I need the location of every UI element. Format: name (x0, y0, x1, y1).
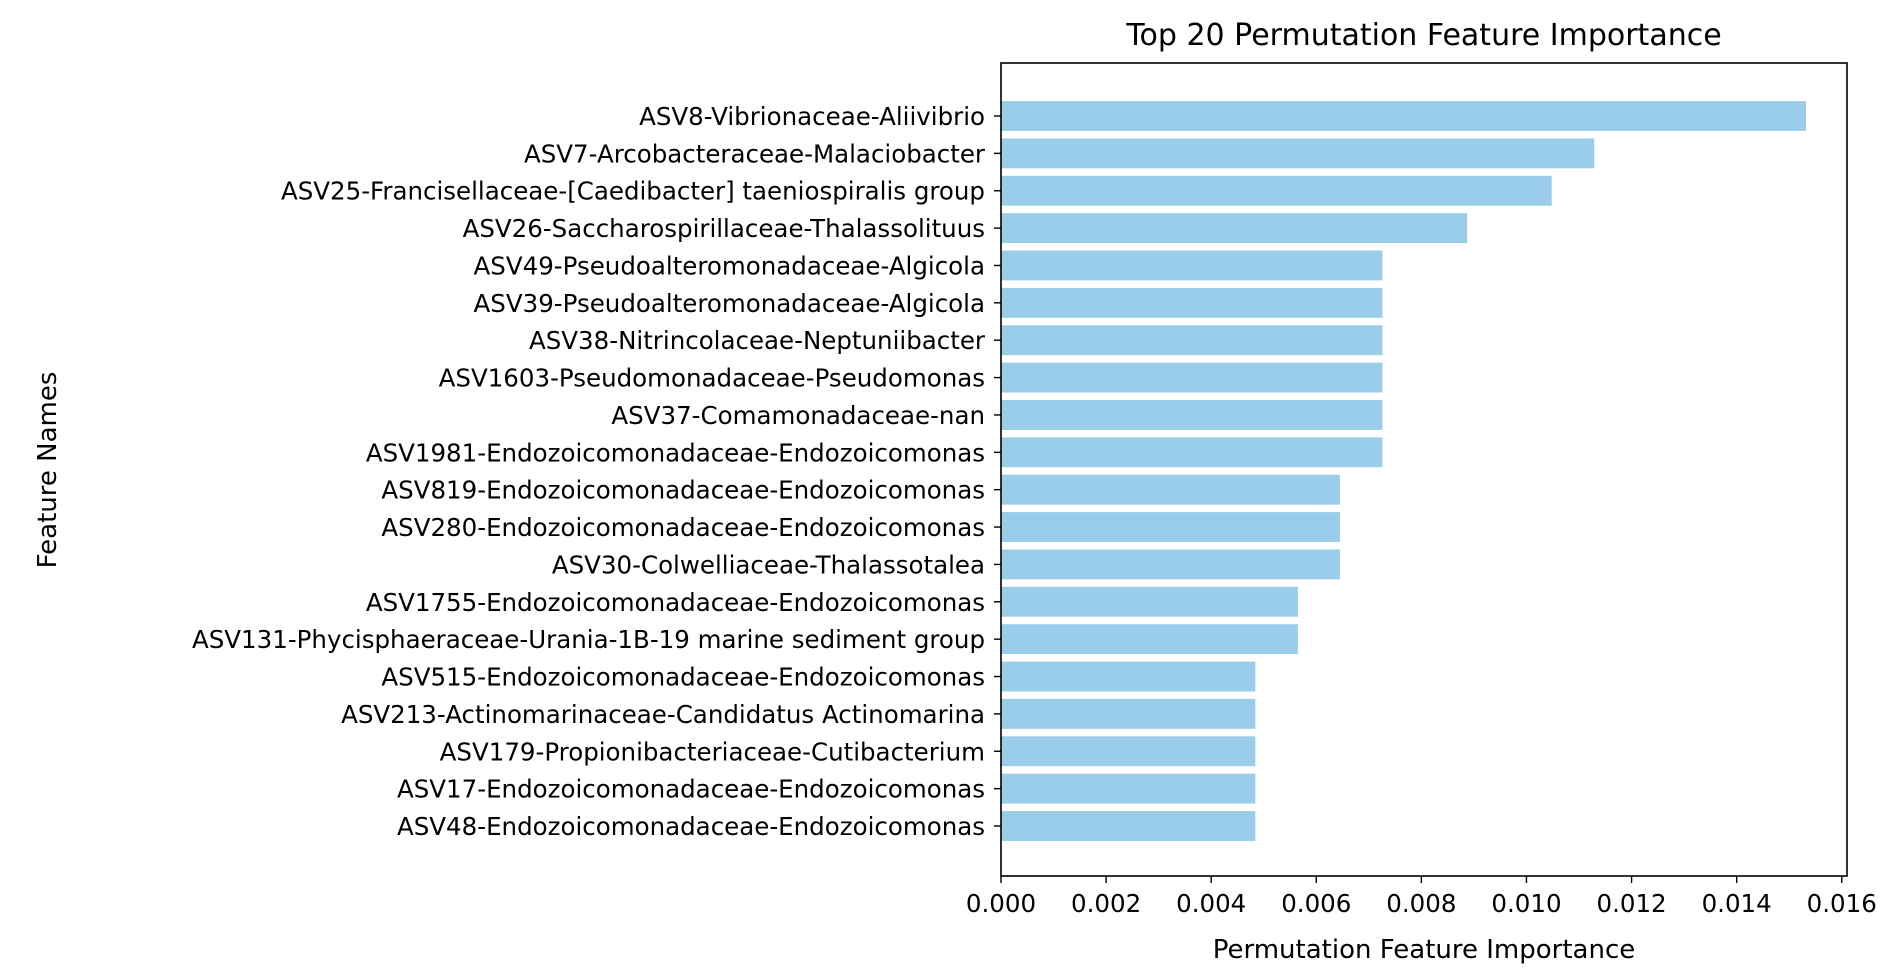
y-tick-label: ASV819-Endozoicomonadaceae-Endozoicomona… (381, 476, 985, 505)
bar (1001, 325, 1383, 356)
bar (1001, 287, 1383, 318)
y-tick-label: ASV39-Pseudoalteromonadaceae-Algicola (474, 289, 985, 318)
y-tick-label: ASV1981-Endozoicomonadaceae-Endozoicomon… (366, 438, 985, 467)
bar (1001, 175, 1552, 206)
bar (1001, 474, 1340, 505)
y-tick-labels: ASV8-Vibrionaceae-Aliivibrio ASV7-Arcobac… (192, 102, 1001, 841)
bar (1001, 362, 1383, 393)
plot-frame (1000, 62, 1848, 877)
bar (1001, 138, 1595, 169)
x-tick-label: 0.000 (966, 889, 1036, 918)
x-tick-label: 0.006 (1281, 889, 1351, 918)
bar (1001, 400, 1383, 430)
x-axis-ticks: 0.000 0.002 0.004 0.006 0.008 0.010 0.012 0.014… (966, 876, 1877, 918)
y-tick-label: ASV8-Vibrionaceae-Aliivibrio (639, 102, 985, 131)
x-tick-label: 0.002 (1071, 889, 1141, 918)
x-axis-label: Permutation Feature Importance (1213, 935, 1636, 965)
y-tick-label: ASV179-Propionibacteriaceae-Cutibacteriu… (440, 737, 985, 766)
x-tick-label: 0.010 (1491, 889, 1561, 918)
y-tick-label: ASV37-Comamonadaceae-nan (611, 401, 985, 430)
bar (1001, 250, 1383, 281)
bar (1001, 811, 1256, 841)
y-tick-label: ASV1755-Endozoicomonadaceae-Endozoicomon… (366, 588, 985, 617)
bars-group (1001, 101, 1807, 841)
y-tick-label: ASV17-Endozoicomonadaceae-Endozoicomonas (397, 775, 985, 804)
y-tick-label: ASV7-Arcobacteraceae-Malaciobacter (524, 139, 986, 168)
y-tick-label: ASV25-Francisellaceae-[Caedibacter] taen… (281, 177, 985, 206)
y-tick-label: ASV131-Phycisphaeraceae-Urania-1B-19 mar… (192, 625, 985, 654)
bar (1001, 773, 1256, 804)
bar (1001, 101, 1807, 131)
x-tick-label: 0.016 (1807, 889, 1877, 918)
y-tick-label: ASV26-Saccharospirillaceae-Thalassolituu… (463, 214, 985, 243)
y-tick-label: ASV1603-Pseudomonadaceae-Pseudomonas (439, 364, 985, 393)
y-axis-label: Feature Names (33, 372, 63, 569)
y-tick-label: ASV30-Colwelliaceae-Thalassotalea (552, 550, 985, 579)
bar (1001, 624, 1298, 655)
bar (1001, 736, 1256, 767)
bar (1001, 586, 1298, 617)
y-tick-label: ASV515-Endozoicomonadaceae-Endozoicomona… (381, 663, 985, 692)
chart-title: Top 20 Permutation Feature Importance (1125, 18, 1721, 53)
y-tick-label: ASV38-Nitrincolaceae-Neptuniibacter (529, 326, 986, 355)
bar (1001, 437, 1383, 468)
y-tick-label: ASV280-Endozoicomonadaceae-Endozoicomona… (381, 513, 985, 542)
bar (1001, 213, 1468, 244)
x-tick-label: 0.004 (1176, 889, 1246, 918)
y-tick-label: ASV213-Actinomarinaceae-Candidatus Actin… (341, 700, 985, 729)
bar (1001, 698, 1256, 729)
bar (1001, 549, 1340, 580)
bar (1001, 661, 1256, 692)
y-tick-label: ASV49-Pseudoalteromonadaceae-Algicola (474, 251, 985, 280)
x-tick-label: 0.008 (1386, 889, 1456, 918)
x-tick-label: 0.014 (1702, 889, 1772, 918)
y-tick-label: ASV48-Endozoicomonadaceae-Endozoicomonas (397, 812, 985, 841)
bar (1001, 512, 1340, 542)
x-tick-label: 0.012 (1596, 889, 1666, 918)
